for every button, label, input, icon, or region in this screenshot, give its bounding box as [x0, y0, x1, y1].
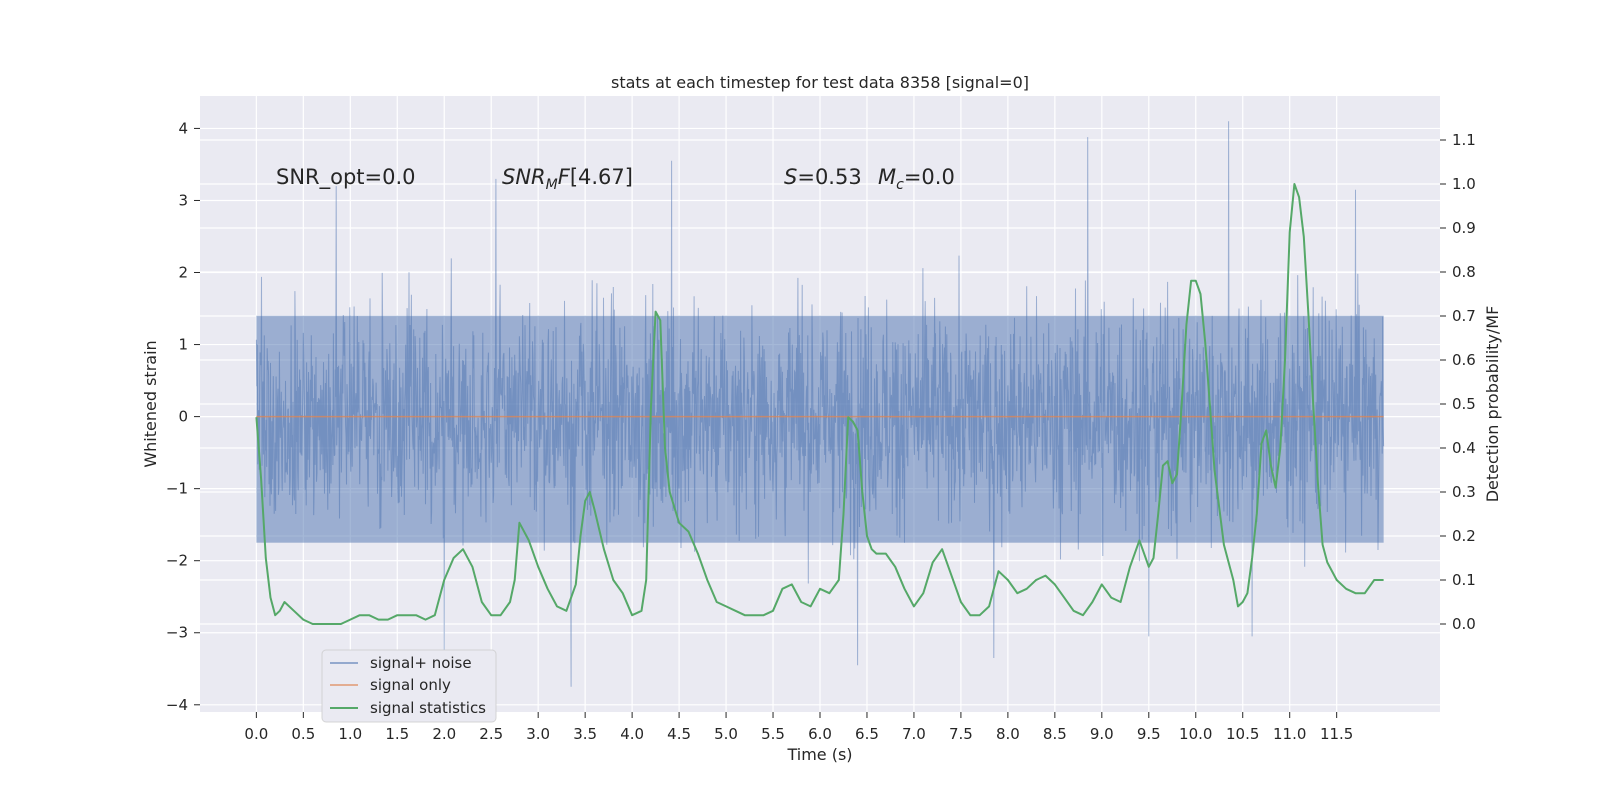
- y2-tick-label: 1.0: [1452, 175, 1476, 193]
- series-signal-noise: [255, 121, 1385, 687]
- y2-tick-label: 1.1: [1452, 131, 1476, 149]
- x-tick-label: 10.5: [1226, 725, 1259, 743]
- x-tick-label: 5.5: [761, 725, 785, 743]
- annotation-s: S=0.53: [784, 165, 862, 189]
- x-tick-label: 11.0: [1273, 725, 1306, 743]
- y2-tick-label: 0.2: [1452, 527, 1476, 545]
- x-tick-label: 4.0: [620, 725, 644, 743]
- x-tick-label: 8.5: [1043, 725, 1067, 743]
- y2-tick-label: 0.5: [1452, 395, 1476, 413]
- y2-tick-label: 0.8: [1452, 263, 1476, 281]
- y2-tick-label: 0.6: [1452, 351, 1476, 369]
- y-tick-label: −2: [166, 552, 188, 570]
- y-tick-label: −4: [166, 696, 188, 714]
- y2-tick-label: 0.0: [1452, 615, 1476, 633]
- x-tick-label: 2.5: [479, 725, 503, 743]
- x-tick-label: 1.0: [338, 725, 362, 743]
- y-axis-ticks: 4 3 2 1 0 −1 −2 −3 −4: [166, 119, 200, 714]
- legend-box: [321, 649, 497, 723]
- y-tick-label: −1: [166, 480, 188, 498]
- y2-tick-label: 0.1: [1452, 571, 1476, 589]
- x-tick-label: 5.0: [714, 725, 738, 743]
- x-tick-label: 7.0: [902, 725, 926, 743]
- y-tick-label: 4: [178, 119, 188, 137]
- x-tick-label: 3.0: [526, 725, 550, 743]
- x-axis-ticks: 0.0 0.5 1.0 1.5 2.0 2.5 3.0 3.5 4.0 4.5 5.0 5.5 6.0 6…: [244, 712, 1353, 743]
- y2-tick-label: 0.7: [1452, 307, 1476, 325]
- y2-axis-ticks: 1.1 1.0 0.9 0.8 0.7 0.6 0.5 0.4 0.3 0.2 0.1 0.0: [1440, 131, 1476, 633]
- x-tick-label: 3.5: [573, 725, 597, 743]
- y-tick-label: −3: [166, 624, 188, 642]
- y-tick-label: 0: [178, 408, 188, 426]
- y-axis-label: Whitened strain: [141, 340, 160, 467]
- y2-tick-label: 0.3: [1452, 483, 1476, 501]
- x-tick-label: 4.5: [667, 725, 691, 743]
- annotation-snr-mf: SNRMF[4.67]: [502, 165, 633, 193]
- chart-title: stats at each timestep for test data 835…: [611, 73, 1029, 92]
- y2-axis-label: Detection probability/MF: [1483, 306, 1502, 503]
- x-tick-label: 11.5: [1320, 725, 1353, 743]
- x-tick-label: 10.0: [1179, 725, 1212, 743]
- legend-label-stats: signal statistics: [370, 699, 486, 717]
- y2-tick-label: 0.9: [1452, 219, 1476, 237]
- y2-tick-label: 0.4: [1452, 439, 1476, 457]
- y-tick-label: 3: [178, 191, 188, 209]
- x-tick-label: 8.0: [996, 725, 1020, 743]
- signal-statistics-line: [255, 183, 1384, 625]
- annotation-mc: Mc=0.0: [878, 165, 955, 193]
- legend-label-noise: signal+ noise: [370, 654, 472, 672]
- x-tick-label: 9.0: [1090, 725, 1114, 743]
- legend-label-signal: signal only: [370, 676, 451, 694]
- x-tick-label: 1.5: [385, 725, 409, 743]
- x-tick-label: 9.5: [1137, 725, 1161, 743]
- x-tick-label: 0.5: [291, 725, 315, 743]
- y-tick-label: 1: [178, 336, 188, 354]
- legend: signal+ noise signal only signal statist…: [321, 649, 497, 723]
- y-tick-label: 2: [178, 264, 188, 282]
- annotation-snr-opt: SNR_opt=0.0: [276, 165, 416, 190]
- x-axis-label: Time (s): [786, 745, 852, 764]
- series-signal-statistics: [255, 183, 1384, 625]
- x-tick-label: 2.0: [432, 725, 456, 743]
- x-tick-label: 0.0: [244, 725, 268, 743]
- x-tick-label: 6.0: [808, 725, 832, 743]
- x-tick-label: 6.5: [855, 725, 879, 743]
- x-tick-label: 7.5: [949, 725, 973, 743]
